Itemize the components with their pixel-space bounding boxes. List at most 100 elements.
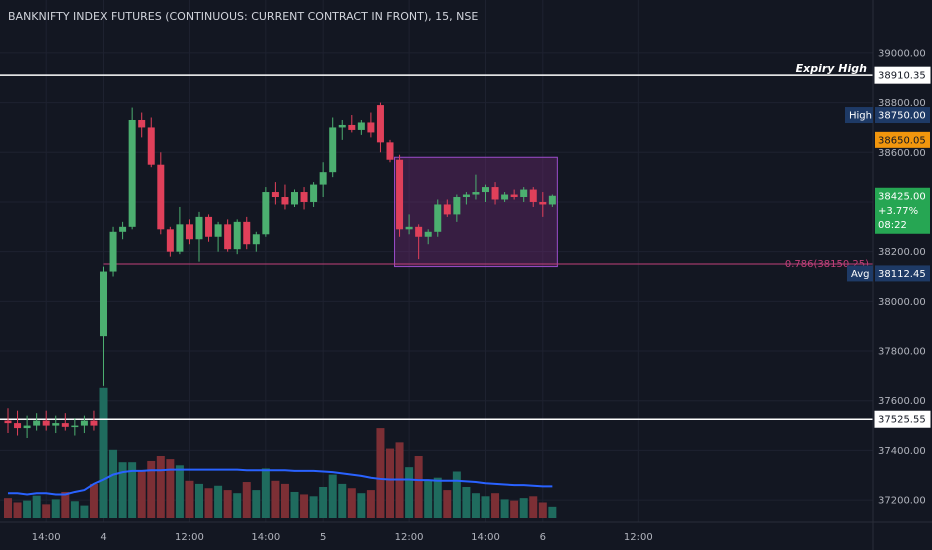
volume-bars xyxy=(4,387,557,518)
volume-bar xyxy=(80,505,89,518)
volume-bar xyxy=(223,490,232,518)
volume-bar xyxy=(42,504,51,518)
avg-price-tag-bg xyxy=(875,265,930,282)
volume-bar xyxy=(347,488,356,518)
candle-body xyxy=(491,187,499,200)
fib-label: 0.786(38150.25) xyxy=(785,259,869,270)
candle-body xyxy=(291,192,298,205)
candle-body xyxy=(386,142,394,160)
time-axis[interactable]: 14:00 4 12:00 14:00 5 12:00 14:00 6 12:00 xyxy=(0,521,932,543)
candle-body xyxy=(548,195,556,205)
candle-body xyxy=(52,423,60,426)
candle-body xyxy=(396,159,404,230)
volume-bar xyxy=(13,502,22,518)
time-tick-label: 12:00 xyxy=(624,532,653,543)
volume-bar xyxy=(462,487,471,518)
candle-body xyxy=(482,187,489,193)
volume-bar xyxy=(118,462,127,518)
candles xyxy=(4,102,556,439)
candle-body xyxy=(80,420,88,426)
candle-body xyxy=(119,226,127,232)
volume-bar xyxy=(261,468,270,518)
volume-bar xyxy=(309,496,318,518)
candle-body xyxy=(319,172,327,185)
volume-bar xyxy=(214,485,223,518)
volume-bar xyxy=(491,493,500,518)
last-price-extra: 08:22 xyxy=(878,220,907,231)
time-tick-label: 12:00 xyxy=(175,532,204,543)
volume-bar xyxy=(376,428,385,518)
volume-bar xyxy=(195,483,203,518)
white-line-tag-text: 38910.35 xyxy=(878,71,926,82)
volume-bar xyxy=(366,490,375,518)
candle-body xyxy=(520,189,528,198)
volume-bar xyxy=(319,487,328,518)
volume-bar xyxy=(338,483,347,518)
high-label-text: High xyxy=(849,111,872,122)
white-line-tag-bg xyxy=(874,410,931,428)
candle-body xyxy=(357,122,365,130)
candle-body xyxy=(539,201,547,205)
candle-body xyxy=(310,184,318,202)
volume-bar xyxy=(32,495,41,518)
candle-body xyxy=(338,124,346,128)
candle-body xyxy=(23,425,31,429)
volume-bar xyxy=(4,498,12,518)
volume-bar xyxy=(204,488,213,518)
high-label-bg xyxy=(845,107,873,124)
candle-body xyxy=(233,221,241,250)
horizontal-lines[interactable]: Expiry High 0.786(38150.25) xyxy=(0,62,873,420)
volume-bar xyxy=(185,480,194,518)
volume-bar xyxy=(357,493,366,518)
time-tick-label: 14:00 xyxy=(471,532,500,543)
last-price-tag-bg xyxy=(875,187,930,234)
candle-body xyxy=(205,216,213,237)
avg-label-bg xyxy=(847,265,873,282)
volume-ma-line xyxy=(8,468,553,496)
volume-bar xyxy=(414,456,423,518)
candle-body xyxy=(376,105,384,143)
orange-price-tag-text: 38650.05 xyxy=(878,135,926,146)
candle-body xyxy=(61,423,69,427)
candle-body xyxy=(300,192,308,202)
volume-bar xyxy=(280,483,289,518)
candle-body xyxy=(348,124,356,130)
candle-body xyxy=(195,216,203,240)
price-tick-label: 38200.00 xyxy=(878,247,926,258)
candle-body xyxy=(100,271,107,337)
candle-body xyxy=(166,229,174,252)
candle-body xyxy=(42,420,50,426)
candle-body xyxy=(147,127,155,165)
last-price-text: 38425.00 xyxy=(878,191,926,202)
price-tick-label: 37600.00 xyxy=(878,396,926,407)
time-tick-label: 4 xyxy=(100,532,106,543)
volume-bar xyxy=(405,467,414,518)
volume-bar xyxy=(233,493,242,518)
volume-bar xyxy=(271,480,280,518)
high-price-tag-text: 38750.00 xyxy=(878,111,926,122)
volume-bar xyxy=(175,465,184,518)
candle-body xyxy=(214,224,222,237)
last-price-extra: +3.77% xyxy=(878,206,918,217)
volume-bar xyxy=(252,490,261,518)
price-tick-label: 37400.00 xyxy=(878,446,926,457)
candle-body xyxy=(157,164,165,230)
volume-bar xyxy=(471,493,480,518)
white-line-tag-bg xyxy=(874,66,931,84)
price-tags: 38910.35 37525.55 High 38750.00 38650.05 3842… xyxy=(845,66,931,428)
orange-price-tag-bg xyxy=(875,131,930,148)
candle-body xyxy=(443,204,451,215)
volume-bar xyxy=(156,456,165,518)
candle-body xyxy=(281,197,289,205)
candle-body xyxy=(33,420,41,426)
volume-bar xyxy=(386,448,394,518)
chart-title: BANKNIFTY INDEX FUTURES (CONTINUOUS: CUR… xyxy=(8,10,478,23)
volume-bar xyxy=(99,387,108,518)
price-tick-label: 37200.00 xyxy=(878,496,926,507)
volume-bar xyxy=(538,502,547,518)
volume-bar xyxy=(109,449,118,518)
price-tick-label: 37800.00 xyxy=(878,347,926,358)
candle-body xyxy=(424,231,432,237)
